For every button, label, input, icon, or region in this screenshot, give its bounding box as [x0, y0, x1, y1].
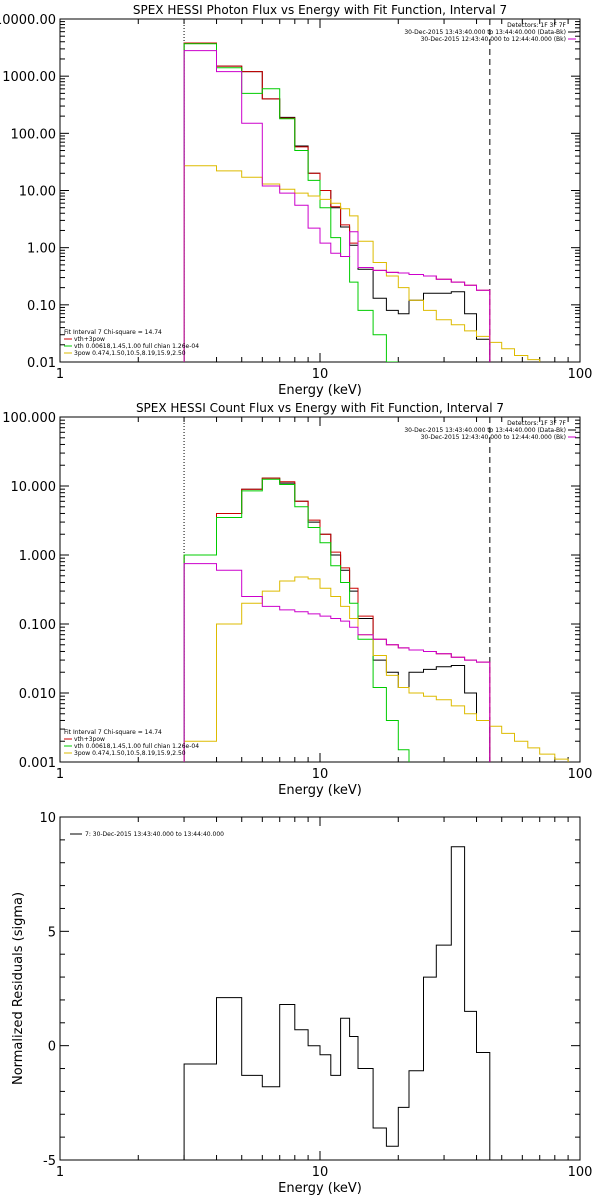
y-tick-label: 0.01 — [27, 356, 56, 371]
x-tick-label: 1 — [56, 367, 64, 382]
series-group — [183, 846, 491, 1160]
y-tick-label: 0.001 — [19, 756, 56, 771]
chart-title: SPEX HESSI Photon Flux vs Energy with Fi… — [133, 3, 507, 17]
legend-top-text: 30-Dec-2015 13:43:40.000 to 13:44:40.000… — [404, 427, 566, 434]
y-tick-label: 10 — [39, 811, 56, 826]
legend-bottom-text: Fit Interval 7 Chi-square = 14.74 — [64, 729, 162, 736]
y-tick-label: 5 — [48, 925, 56, 940]
legend-top-text: 30-Dec-2015 13:43:40.000 to 13:44:40.000… — [404, 29, 566, 36]
x-tick-label: 100 — [568, 367, 593, 382]
chart-panel-1: SPEX HESSI Photon Flux vs Energy with Fi… — [0, 3, 592, 398]
y-tick-label: 10000.00 — [0, 13, 56, 28]
x-tick-label: 1 — [56, 1165, 64, 1180]
x-axis-label: Energy (keV) — [278, 1181, 362, 1196]
y-tick-label: 0 — [48, 1040, 56, 1055]
y-tick-label: 1.00 — [27, 242, 56, 257]
y-tick-label: 10.00 — [19, 185, 56, 200]
x-tick-label: 10 — [312, 1165, 329, 1180]
series-line-4 — [183, 576, 569, 762]
x-axis-label: Energy (keV) — [278, 783, 362, 798]
x-tick-label: 100 — [568, 1165, 593, 1180]
series-line-5 — [183, 563, 491, 762]
series-group — [183, 477, 569, 762]
series-line-1 — [183, 477, 491, 762]
chart-panel-2: SPEX HESSI Count Flux vs Energy with Fit… — [2, 401, 592, 798]
y-tick-label: 0.010 — [19, 687, 56, 702]
series-line-1 — [183, 42, 491, 362]
chart-title: SPEX HESSI Count Flux vs Energy with Fit… — [136, 401, 504, 415]
legend-bottom-text: vth+3pow — [74, 736, 105, 743]
x-tick-label: 100 — [568, 767, 593, 782]
legend-bottom-text: 3pow 0.474,1.50,10.5,8.19,15.9,2.50 — [74, 350, 186, 357]
series-line-2 — [183, 477, 491, 762]
legend-top-text: 30-Dec-2015 12:43:40.000 to 12:44:40.000… — [421, 434, 566, 441]
plot-frame — [59, 416, 581, 763]
legend-bottom-text: vth 0.00618,1.45,1.00 full chian 1.26e-0… — [74, 343, 199, 350]
series-line-1 — [183, 846, 491, 1160]
y-tick-label: 0.10 — [27, 299, 56, 314]
series-line-3 — [183, 43, 399, 362]
y-tick-label: 0.100 — [19, 618, 56, 633]
y-tick-label: 100.000 — [2, 411, 56, 426]
legend-top-text: 30-Dec-2015 12:43:40.000 to 12:44:40.000… — [421, 36, 566, 43]
legend-bottom-text: vth+3pow — [74, 336, 105, 343]
y-tick-label: 10.000 — [11, 480, 57, 495]
x-tick-label: 10 — [312, 367, 329, 382]
series-line-2 — [183, 42, 491, 362]
x-axis-label: Energy (keV) — [278, 383, 362, 398]
legend-top-text: Detectors: 1F 3F 7F — [507, 420, 566, 427]
legend-top-text: Detectors: 1F 3F 7F — [507, 22, 566, 29]
legend-bottom-text: 3pow 0.474,1.50,10.5,8.19,15.9,2.50 — [74, 750, 186, 757]
legend-bottom-text: Fit Interval 7 Chi-square = 14.74 — [64, 329, 162, 336]
series-line-5 — [183, 50, 491, 362]
y-tick-label: 1000.00 — [2, 70, 56, 85]
y-tick-label: -5 — [43, 1154, 56, 1169]
x-tick-label: 10 — [312, 767, 329, 782]
y-tick-label: 100.00 — [11, 127, 57, 142]
y-axis-label: Normalized Residuals (sigma) — [11, 892, 26, 1085]
y-tick-label: 1.000 — [19, 549, 56, 564]
legend-bottom-text: vth 0.00618,1.45,1.00 full chian 1.26e-0… — [74, 743, 199, 750]
series-line-4 — [183, 165, 541, 362]
legend-text: 7: 30-Dec-2015 13:43:40.000 to 13:44:40.… — [85, 831, 224, 838]
x-tick-label: 1 — [56, 767, 64, 782]
series-group — [183, 42, 541, 362]
series-line-3 — [183, 478, 410, 762]
plot-frame — [59, 816, 581, 1161]
